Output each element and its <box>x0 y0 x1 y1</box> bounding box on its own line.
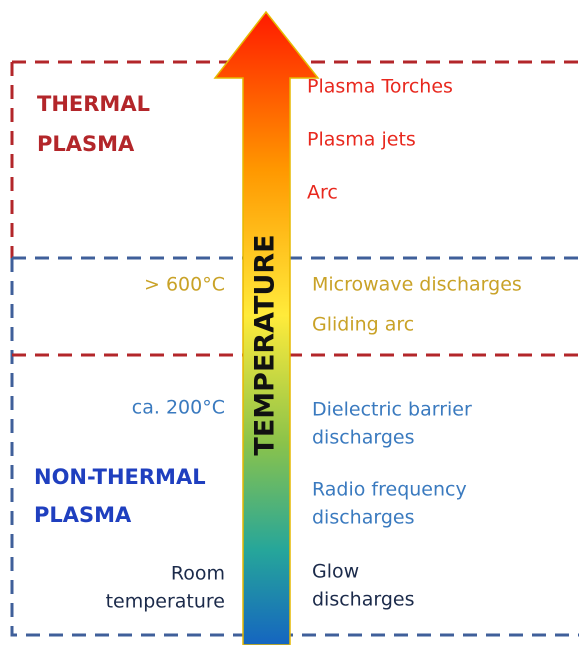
region-label: PLASMA <box>34 503 132 527</box>
technique-label: Microwave discharges <box>312 274 522 296</box>
region-label: PLASMA <box>37 132 135 156</box>
technique-label: Dielectric barrier <box>312 399 472 421</box>
axis-label: TEMPERATURE <box>250 234 281 455</box>
technique-label: Gliding arc <box>312 314 414 336</box>
temperature-label: > 600°C <box>144 274 225 296</box>
region-label: NON-THERMAL <box>34 465 206 489</box>
technique-label: Radio frequency <box>312 479 467 501</box>
technique-label: discharges <box>312 427 415 449</box>
temperature-arrow <box>213 10 320 645</box>
labels: THERMAL PLASMA NON-THERMAL PLASMA > 600°C ca.… <box>34 76 522 613</box>
technique-label: discharges <box>312 589 415 611</box>
nonthermal-box <box>10 256 579 637</box>
technique-label: Glow <box>312 561 359 583</box>
temperature-label: ca. 200°C <box>132 397 225 419</box>
technique-label: Arc <box>307 182 338 204</box>
temperature-label: temperature <box>106 591 225 613</box>
technique-label: Plasma jets <box>307 129 416 151</box>
region-label: THERMAL <box>37 92 150 116</box>
technique-label: Plasma Torches <box>307 76 453 98</box>
temperature-label: Room <box>171 563 225 585</box>
technique-label: discharges <box>312 507 415 529</box>
